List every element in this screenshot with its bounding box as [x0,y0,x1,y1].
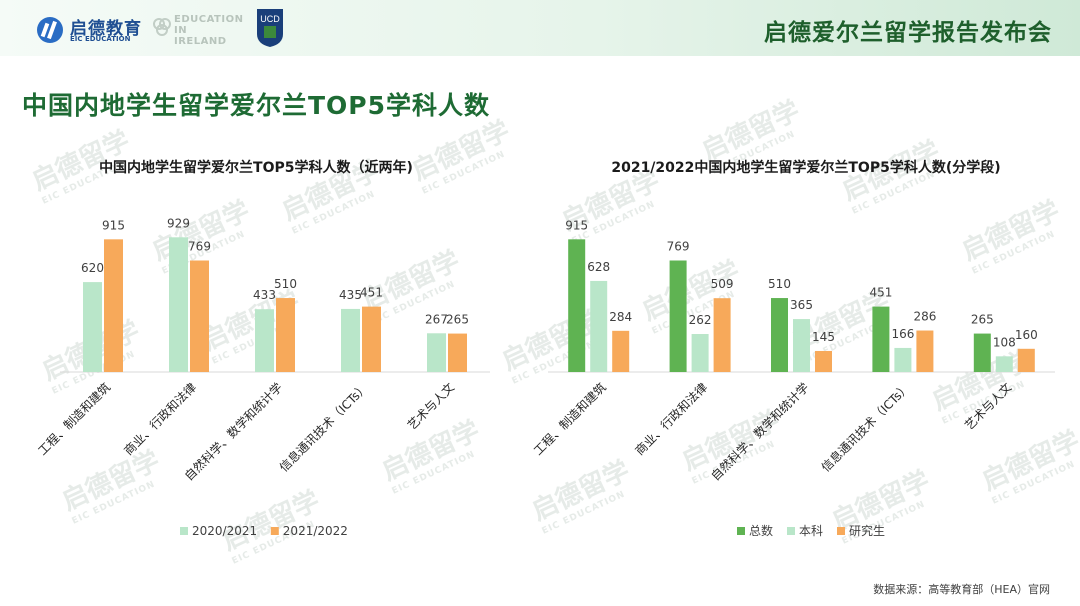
bar [612,330,630,372]
data-label: 284 [609,310,632,324]
data-label: 451 [869,286,892,300]
bar [872,306,890,372]
category-label: 自然科学、数学和统计学 [708,380,812,484]
bar [793,319,810,372]
legend-swatch [737,527,745,535]
category-label: 工程、制造和建筑 [530,380,608,458]
data-label: 160 [1015,328,1038,342]
category-label: 信息通讯技术（ICTs） [276,380,371,475]
eic-logo-en: EIC EDUCATION [70,35,131,43]
bar [448,333,467,372]
bar [104,239,123,372]
data-label: 262 [689,313,712,327]
data-label: 433 [253,288,276,302]
source-note: 数据来源：高等教育部（HEA）官网 [873,583,1050,596]
bar [815,350,832,372]
data-label: 435 [339,288,362,302]
data-label: 509 [711,277,734,291]
category-label: 自然科学、数学和统计学 [181,380,285,484]
bar [190,260,209,372]
bar [1017,348,1035,372]
data-label: 620 [81,261,104,275]
shamrock-icon [153,18,171,36]
bar [276,298,295,372]
data-label: 265 [971,313,994,327]
bar [916,330,934,372]
data-label: 915 [565,218,588,232]
bar [341,308,360,372]
category-label: 艺术与人文 [404,380,457,433]
chart-title: 中国内地学生留学爱尔兰TOP5学科人数（近两年) [99,159,413,176]
data-label: 510 [768,277,791,291]
bar [713,298,731,372]
data-label: 166 [891,327,914,341]
bar [83,282,102,372]
bar [362,306,381,372]
partner-logo-text: EDUCATION IN IRELAND [174,14,244,47]
eic-logo: 启德教育 EIC EDUCATION [36,14,148,46]
data-label: 265 [446,313,469,327]
category-label: 信息通讯技术（ICTs） [818,380,913,475]
bar [568,239,586,372]
bar [590,280,608,372]
data-label: 267 [425,312,448,326]
data-label: 929 [167,216,190,230]
category-label: 商业、行政和法律 [121,380,199,458]
legend-swatch [837,527,845,535]
eic-logo-icon [37,17,63,43]
data-label: 510 [274,277,297,291]
ucd-logo-text: UCD [260,14,280,24]
bar [771,298,788,372]
data-label: 769 [188,239,211,253]
legend-label: 研究生 [849,523,885,538]
data-label: 451 [360,286,383,300]
legend-swatch [787,527,795,535]
legend-swatch [180,527,188,535]
eic-logo-cn: 启德教育 [70,19,142,39]
data-label: 286 [913,310,936,324]
bar [973,333,991,372]
bar [427,333,446,372]
education-in-ireland-logo: EDUCATION IN IRELAND [152,12,244,48]
category-label: 工程、制造和建筑 [35,380,113,458]
header-title: 启德爱尔兰留学报告发布会 [764,20,1052,46]
data-label: 628 [587,260,610,274]
bar [894,347,912,372]
category-label: 商业、行政和法律 [632,380,710,458]
data-label: 915 [102,218,125,232]
bar [995,356,1013,372]
bar [255,309,274,372]
legend-swatch [270,527,279,535]
legend-label: 总数 [749,523,773,538]
data-label: 108 [993,335,1016,349]
category-label: 艺术与人文 [961,380,1014,433]
bar [669,260,687,372]
legend-label: 2021/2022 [283,524,348,538]
data-label: 365 [790,298,813,312]
legend-label: 2020/2021 [192,524,257,538]
legend-label: 本科 [799,524,823,538]
data-label: 145 [812,330,835,344]
header-bar: 启德教育 EIC EDUCATION EDUCATION IN IRELAND … [0,0,1080,56]
chart-title: 2021/2022中国内地学生留学爱尔兰TOP5学科人数(分学段) [611,159,1000,176]
bar [691,334,709,372]
bar [169,237,188,372]
page-title: 中国内地学生留学爱尔兰TOP5学科人数 [22,91,491,120]
ucd-crest-icon: UCD [257,9,283,47]
data-label: 769 [667,239,690,253]
